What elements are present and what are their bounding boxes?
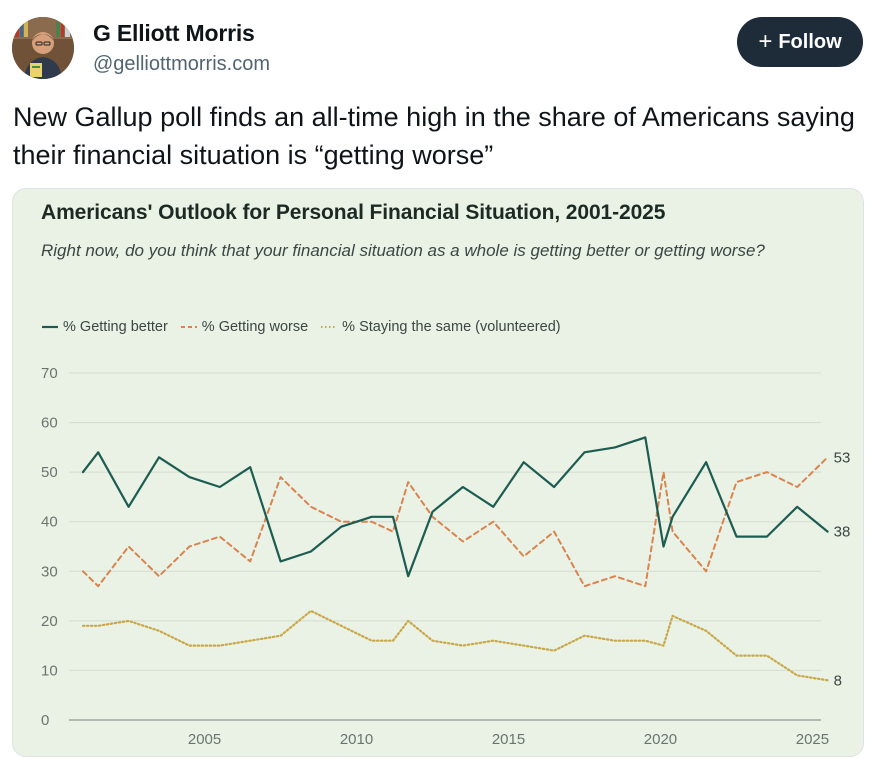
chart-legend: % Getting better % Getting worse % Stayi… (41, 319, 573, 335)
y-tick-label: 60 (41, 415, 58, 432)
follow-button-label: Follow (778, 30, 842, 53)
legend-swatch-dotted (321, 326, 338, 328)
series-line-dashed (82, 456, 829, 588)
author-name[interactable]: G Elliott Morris (93, 20, 255, 46)
series-end-label: 53 (834, 449, 851, 466)
legend-label-better: % Getting better (63, 319, 168, 335)
series-end-label: 38 (834, 524, 851, 541)
x-tick-label: 2015 (492, 731, 525, 748)
y-tick-label: 10 (41, 662, 58, 679)
post-text: New Gallup poll finds an all-time high i… (13, 102, 855, 170)
series-end-label: 8 (834, 672, 842, 689)
series-line-solid (81, 436, 829, 578)
legend-item-same: % Staying the same (volunteered) (320, 319, 561, 335)
legend-swatch-solid (42, 325, 58, 329)
x-tick-label: 2025 (796, 731, 829, 748)
author-avatar[interactable] (12, 17, 74, 79)
legend-label-same: % Staying the same (volunteered) (342, 319, 561, 335)
x-tick-label: 2020 (644, 731, 677, 748)
y-tick-label: 30 (41, 563, 58, 580)
legend-label-worse: % Getting worse (201, 319, 309, 335)
follow-button[interactable]: + Follow (737, 17, 863, 67)
author-handle[interactable]: @gelliottmorris.com (93, 53, 271, 75)
line-chart: 0 10 20 30 40 50 60 70 2005 2010 2015 2020 2025 8 53 38 (41, 365, 851, 748)
legend-item-better: % Getting better (41, 319, 168, 335)
legend-item-worse: % Getting worse (180, 319, 308, 335)
plus-icon: + (758, 28, 773, 55)
y-tick-label: 50 (41, 464, 58, 481)
y-tick-label: 40 (41, 514, 58, 531)
chart-image-card[interactable]: Americans' Outlook for Personal Financia… (12, 188, 864, 757)
legend-swatch-dashed (180, 326, 197, 328)
y-tick-label: 20 (41, 613, 58, 630)
chart-title: Americans' Outlook for Personal Financia… (41, 201, 666, 224)
y-tick-label: 70 (41, 365, 58, 382)
series-line-dotted (81, 609, 829, 682)
avatar-photo (12, 17, 74, 79)
x-tick-label: 2010 (340, 731, 373, 748)
x-tick-label: 2005 (188, 731, 221, 748)
chart-subtitle: Right now, do you think that your financ… (41, 241, 765, 260)
y-tick-label: 0 (41, 712, 49, 729)
